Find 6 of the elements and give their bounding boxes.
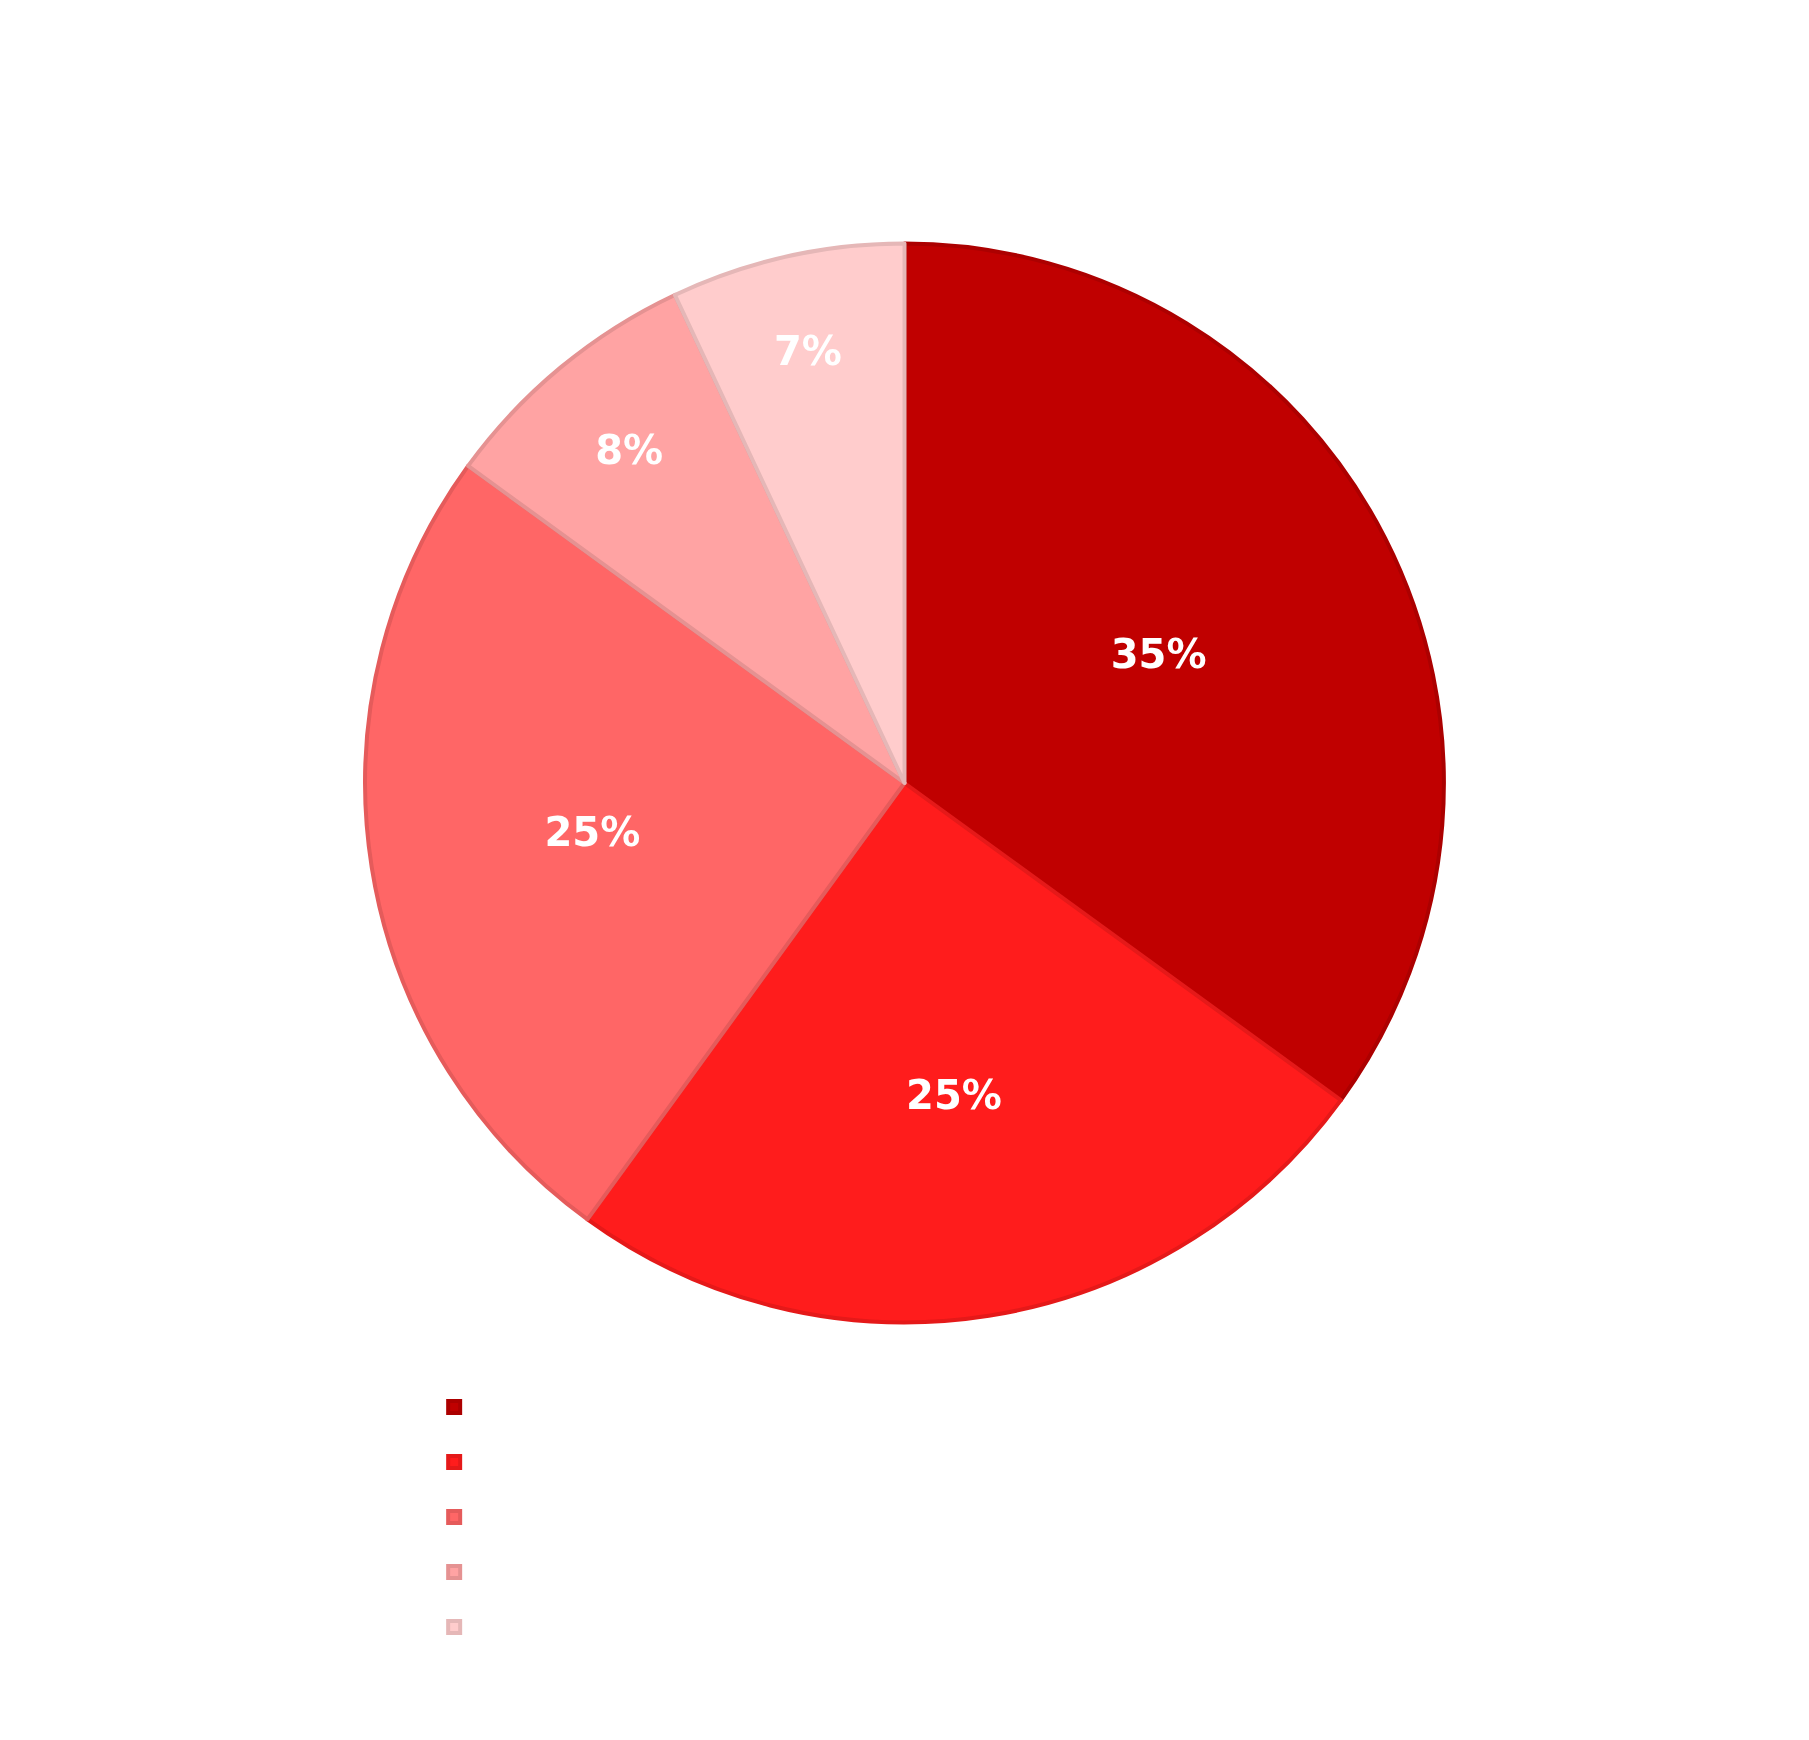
data-label: 25% — [544, 809, 641, 856]
pie-slice — [672, 241, 907, 785]
data-label: 25% — [906, 1072, 1002, 1119]
data-label: 8% — [595, 427, 664, 474]
data-label: 35% — [1110, 630, 1207, 677]
pie-slice — [363, 463, 907, 1222]
